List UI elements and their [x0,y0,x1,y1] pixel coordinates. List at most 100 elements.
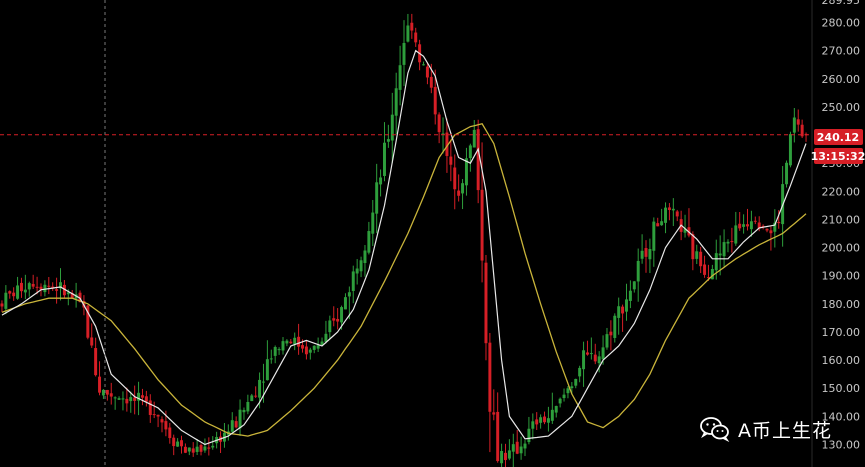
candle-body [628,290,632,301]
candle-body [652,221,656,251]
candle-body [94,348,98,376]
candle-body [129,397,133,402]
candle-body [504,452,507,461]
candle-body [609,331,613,336]
candle-body [343,297,347,310]
candle-body [172,437,176,447]
y-tick-label: 160.00 [822,354,861,367]
candle-body [722,242,726,257]
candle-body [492,412,496,415]
candle-body [379,177,383,185]
candle-body [402,43,406,65]
candle-body [347,292,351,297]
candle-body [554,405,558,413]
candle-body [269,358,273,360]
candle-body [246,401,250,412]
candle-body [488,342,492,412]
y-tick-label: 220.00 [822,185,861,198]
candle-body [550,409,554,421]
candle-body [230,420,234,432]
candle-body [293,337,297,345]
candle-body [769,230,773,234]
candle-body [749,221,753,230]
candle-body [792,117,796,133]
candle-body [648,249,652,260]
y-tick-label-top: 289.95 [822,0,861,7]
candle-body [39,286,43,290]
candle-body [211,445,215,448]
candle-body [656,223,660,227]
candle-body [726,241,730,244]
candle-body [12,292,16,297]
candle-body [367,231,371,253]
candle-body [55,289,59,291]
candle-body [425,66,429,78]
candle-body [62,284,66,296]
candle-body [43,284,47,293]
candle-body [527,428,531,443]
candle-body [476,129,480,191]
candle-body [800,124,804,137]
candle-body [289,341,293,344]
candle-body [703,264,707,275]
watermark: A币上生花 [700,414,832,444]
candle-body [320,341,324,346]
candle-body [308,349,312,353]
candle-body [574,378,578,386]
candle-body [203,446,207,451]
candle-body [671,208,675,211]
candle-body [351,271,355,291]
candle-body [558,398,562,404]
candle-body [98,376,102,393]
candle-body [101,389,105,396]
fast-moving-average-line [1,49,807,446]
candle-body [625,299,628,312]
candle-body [664,207,668,223]
watermark-text: A币上生花 [738,419,832,442]
candle-body [0,303,4,307]
candle-body [324,333,328,342]
candle-body [734,225,738,244]
candle-body [429,76,433,88]
candle-body [4,292,8,309]
candle-body [23,289,27,293]
y-tick-label: 130.00 [822,438,861,451]
candle-body [543,416,547,423]
candle-body [156,414,160,417]
candle-body [250,395,254,402]
candle-body [773,222,777,232]
candle-body [515,441,519,454]
candles-group [0,13,808,467]
candle-body [718,253,722,256]
y-tick-label: 280.00 [822,17,861,30]
candle-body [238,409,242,429]
candle-body [742,224,746,227]
candle-body [47,285,51,287]
candle-body [105,389,109,395]
y-tick-label: 200.00 [822,242,861,255]
candle-body [265,359,269,381]
candle-body [546,418,550,423]
candle-body [621,306,625,314]
candle-body [273,346,277,356]
candle-body [601,347,605,360]
candle-body [422,64,426,66]
candle-body [66,292,70,295]
candle-body [234,421,238,428]
candle-body [70,293,74,299]
candle-body [468,145,472,159]
current-price-label: 240.12 [817,131,859,144]
candle-body [297,336,301,347]
candle-body [484,262,488,344]
candle-body [691,234,695,260]
candle-body [746,224,749,227]
candle-body [667,207,671,211]
candle-body [507,450,511,459]
candle-body [777,221,781,224]
candle-body [51,286,55,288]
candle-body [31,283,35,287]
candle-body [281,341,285,351]
candle-body [285,340,289,344]
y-tick-label: 260.00 [822,73,861,86]
